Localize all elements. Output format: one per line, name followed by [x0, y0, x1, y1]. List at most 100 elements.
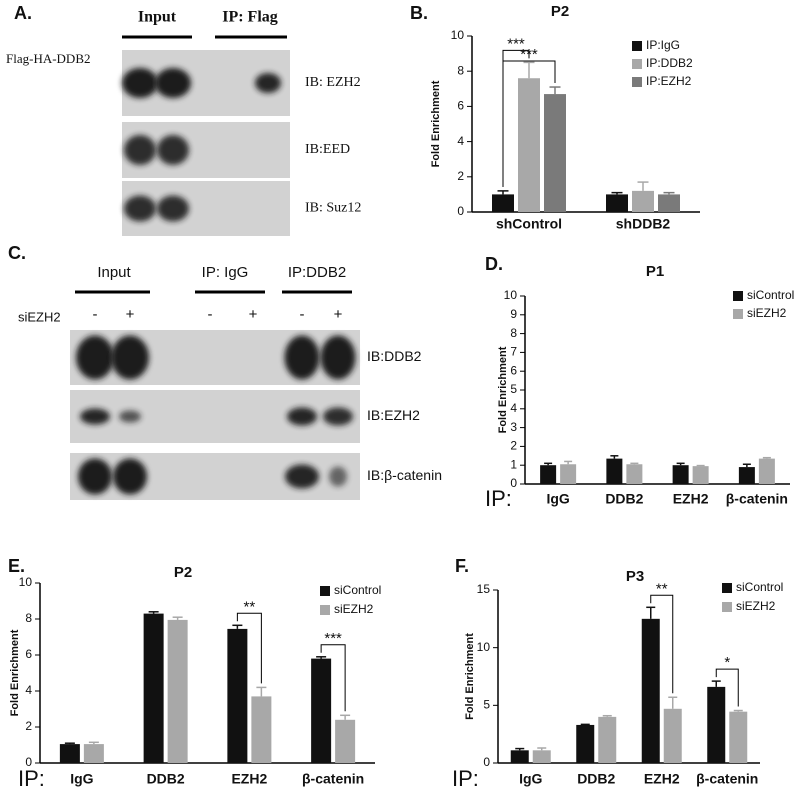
lane-sign: + [334, 306, 343, 323]
error-bar [711, 680, 721, 687]
bar [227, 628, 248, 763]
bar [251, 696, 272, 763]
panel-letter: C. [8, 243, 26, 263]
error-bar [668, 696, 678, 709]
significance-bracket [715, 668, 739, 707]
x-tick-label: IgG [519, 771, 542, 787]
error-bar [696, 464, 705, 467]
y-tick-label: 9 [510, 307, 517, 321]
y-tick-label: 15 [477, 582, 491, 596]
error-bar [580, 723, 590, 726]
error-bar [340, 714, 351, 720]
blot-band [255, 73, 281, 93]
x-tick-label: EZH2 [231, 771, 267, 787]
blot-band [78, 458, 112, 495]
x-tick-label: β-catenin [726, 491, 788, 507]
bar [606, 458, 623, 484]
legend-label: IP:DDB2 [646, 56, 693, 70]
blot-band [287, 407, 317, 426]
significance-label: ** [656, 580, 668, 597]
blot-band [157, 135, 189, 165]
x-tick-label: β-catenin [696, 771, 758, 787]
bar [311, 658, 332, 763]
error-bar [64, 742, 75, 745]
legend-label: siControl [747, 288, 794, 302]
x-tick-label: shControl [496, 216, 562, 232]
bar [335, 719, 356, 763]
y-tick-label: 2 [510, 439, 517, 453]
chart-title: P1 [646, 263, 664, 280]
error-bar [676, 462, 685, 466]
blot-band [119, 410, 141, 423]
y-tick-label: 8 [510, 326, 517, 340]
error-bar [610, 455, 619, 459]
y-tick-label: 7 [510, 345, 517, 359]
y-tick-label: 1 [510, 457, 517, 471]
y-tick-label: 4 [25, 683, 32, 697]
error-bar [564, 460, 573, 465]
y-tick-label: 4 [510, 401, 517, 415]
error-bar [742, 463, 751, 468]
lane-sign: - [300, 306, 305, 323]
blot-row-label: Flag-HA-DDB2 [6, 51, 91, 66]
significance-bracket [320, 644, 346, 712]
blot-header: Input [97, 264, 131, 281]
y-axis-label: Fold Enrichment [9, 629, 21, 716]
y-tick-label: 6 [25, 647, 32, 661]
significance-bracket [236, 612, 262, 684]
blot-row-label: siEZH2 [18, 309, 61, 324]
x-tick-label: EZH2 [673, 491, 709, 507]
y-tick-label: 10 [504, 288, 518, 302]
bar [692, 466, 709, 484]
y-tick-label: 10 [451, 28, 465, 42]
blot-band [284, 335, 320, 380]
y-tick-label: 2 [25, 719, 32, 733]
blot-header: IP: IgG [202, 264, 249, 281]
error-bar [88, 741, 99, 745]
error-bar [646, 606, 656, 619]
significance-label: *** [520, 46, 538, 63]
bar [598, 716, 617, 763]
bar [83, 744, 104, 763]
x-tick-label: shDDB2 [616, 216, 671, 232]
lane-sign: + [249, 306, 258, 323]
error-bar [663, 191, 675, 195]
error-bar [256, 686, 267, 697]
blot-band [124, 195, 156, 222]
y-tick-label: 10 [477, 640, 491, 654]
legend-label: IP:IgG [646, 38, 680, 52]
bar [167, 619, 188, 763]
error-bar [762, 456, 771, 459]
bar [626, 464, 643, 484]
y-tick-label: 2 [457, 169, 464, 183]
x-tick-label: IgG [546, 491, 569, 507]
error-bar [611, 191, 623, 195]
significance-bracket [650, 594, 674, 694]
chart-title: P2 [174, 564, 192, 581]
y-tick-label: 8 [25, 611, 32, 625]
probe-label: IB:β-catenin [367, 467, 442, 483]
legend-label: siEZH2 [334, 602, 374, 616]
y-tick-label: 10 [19, 575, 33, 589]
y-tick-label: 0 [457, 204, 464, 218]
y-tick-label: 0 [25, 755, 32, 769]
blot-band [285, 464, 319, 489]
bar [758, 458, 775, 484]
error-bar [523, 61, 535, 79]
legend-swatch [722, 602, 732, 612]
x-axis-label: IP: [452, 766, 479, 791]
blot-band [323, 407, 353, 426]
y-axis-label: Fold Enrichment [497, 346, 509, 433]
chart-title: P2 [551, 3, 569, 20]
error-bar [497, 190, 509, 195]
error-bar [549, 86, 561, 95]
legend-label: siEZH2 [747, 306, 787, 320]
panel-letter: F. [455, 556, 469, 576]
y-tick-label: 5 [483, 698, 490, 712]
y-tick-label: 5 [510, 382, 517, 396]
bar [59, 744, 80, 763]
y-tick-label: 4 [457, 134, 464, 148]
blot-header: IP:DDB2 [288, 264, 346, 281]
y-tick-label: 8 [457, 63, 464, 77]
